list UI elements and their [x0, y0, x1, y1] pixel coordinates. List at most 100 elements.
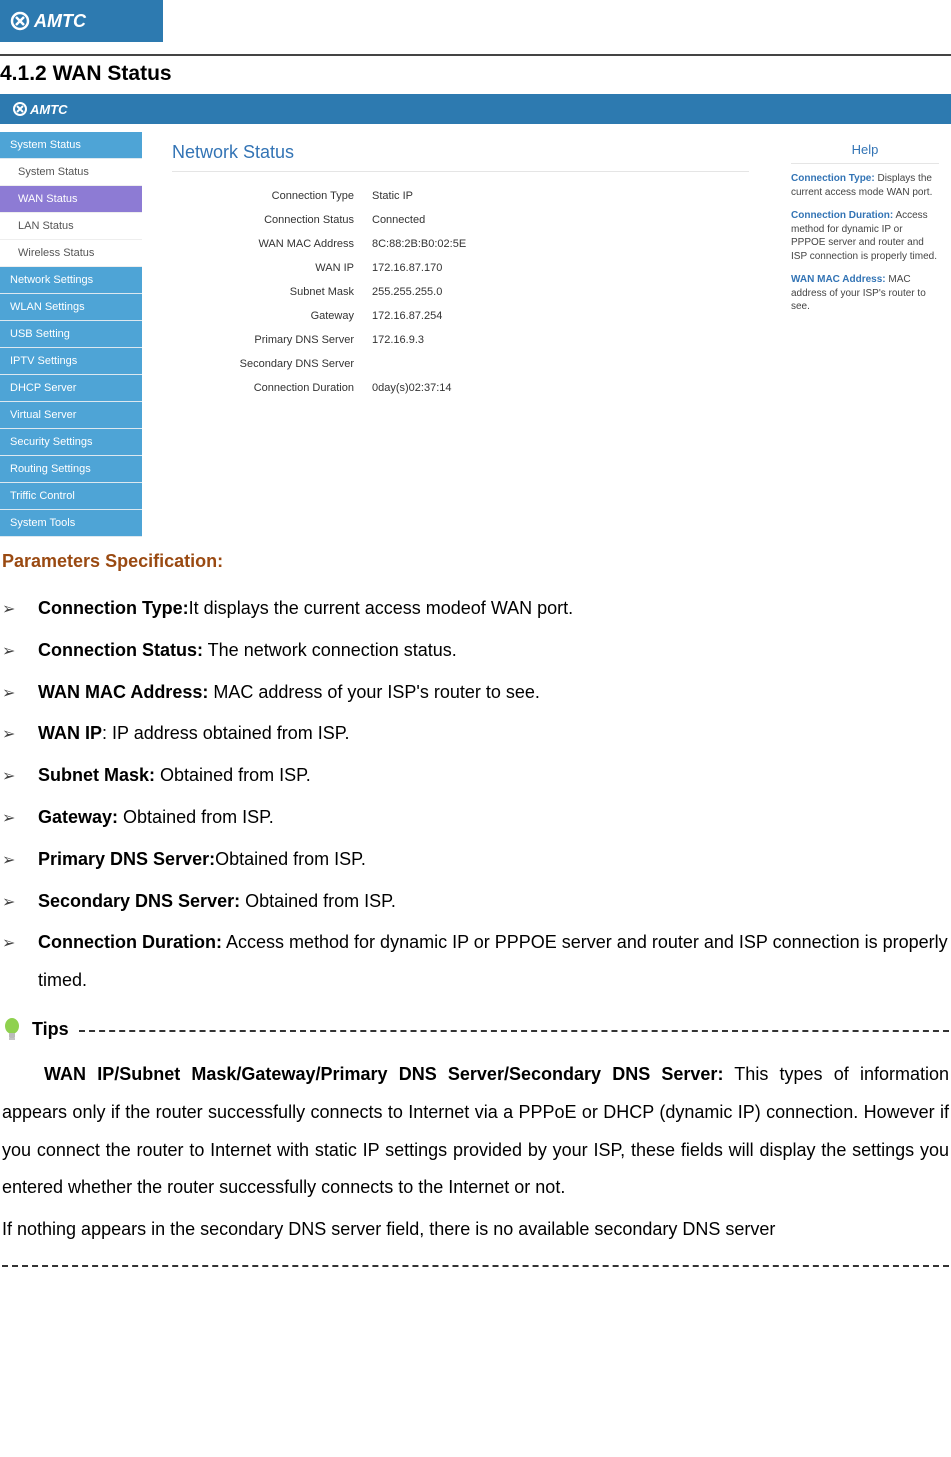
status-row: WAN MAC Address8C:88:2B:B0:02:5E	[172, 232, 749, 256]
status-key: Connection Status	[172, 214, 372, 226]
chevron-icon: ➢	[2, 757, 38, 795]
param-item: ➢Primary DNS Server:Obtained from ISP.	[2, 841, 949, 879]
status-row: Secondary DNS Server	[172, 352, 749, 376]
param-term: Connection Type:	[38, 598, 189, 618]
router-screenshot: AMTC System StatusSystem StatusWAN Statu…	[0, 94, 951, 537]
tips-paragraph-2: If nothing appears in the secondary DNS …	[2, 1211, 949, 1249]
sidebar-group[interactable]: Virtual Server	[0, 402, 142, 429]
tips-p1-bold: WAN IP/Subnet Mask/Gateway/Primary DNS S…	[44, 1064, 723, 1084]
param-term: Primary DNS Server:	[38, 849, 215, 869]
param-text: Subnet Mask: Obtained from ISP.	[38, 757, 949, 795]
help-term: WAN MAC Address:	[791, 274, 886, 285]
status-key: Connection Duration	[172, 382, 372, 394]
param-item: ➢Secondary DNS Server: Obtained from ISP…	[2, 883, 949, 921]
router-topbar: AMTC	[0, 94, 951, 124]
param-text: Connection Status: The network connectio…	[38, 632, 949, 670]
dashes-top	[79, 1030, 949, 1032]
sidebar-item[interactable]: System Status	[0, 159, 142, 186]
section-title: 4.1.2 WAN Status	[0, 58, 951, 94]
chevron-icon: ➢	[2, 799, 38, 837]
parameters-list: ➢Connection Type:It displays the current…	[2, 590, 949, 1000]
param-term: Secondary DNS Server:	[38, 891, 240, 911]
param-term: Connection Duration:	[38, 932, 222, 952]
sidebar-group[interactable]: System Status	[0, 132, 142, 159]
sidebar-group[interactable]: Triffic Control	[0, 483, 142, 510]
param-desc: MAC address of your ISP's router to see.	[208, 682, 540, 702]
sidebar-group[interactable]: Routing Settings	[0, 456, 142, 483]
status-value: 172.16.87.254	[372, 310, 442, 322]
status-key: WAN IP	[172, 262, 372, 274]
param-desc: : IP address obtained from ISP.	[102, 723, 349, 743]
status-value: 172.16.9.3	[372, 334, 424, 346]
status-key: Primary DNS Server	[172, 334, 372, 346]
sidebar-group[interactable]: DHCP Server	[0, 375, 142, 402]
sidebar-group[interactable]: Security Settings	[0, 429, 142, 456]
help-block: Connection Type: Displays the current ac…	[791, 172, 939, 199]
status-key: Connection Type	[172, 190, 372, 202]
param-desc: Obtained from ISP.	[118, 807, 274, 827]
param-item: ➢Gateway: Obtained from ISP.	[2, 799, 949, 837]
section-title-text: WAN Status	[53, 62, 172, 85]
param-term: Gateway:	[38, 807, 118, 827]
help-term: Connection Duration:	[791, 210, 893, 221]
sidebar-group[interactable]: Network Settings	[0, 267, 142, 294]
help-block: WAN MAC Address: MAC address of your ISP…	[791, 273, 939, 314]
status-value: 172.16.87.170	[372, 262, 442, 274]
amtc-logo-small-icon: AMTC	[12, 100, 102, 118]
status-value: 8C:88:2B:B0:02:5E	[372, 238, 466, 250]
help-block: Connection Duration: Access method for d…	[791, 209, 939, 263]
parameters-heading: Parameters Specification:	[2, 551, 949, 572]
status-value: 255.255.255.0	[372, 286, 442, 298]
router-help-panel: Help Connection Type: Displays the curre…	[779, 132, 951, 537]
param-desc: It displays the current access modeof WA…	[189, 598, 574, 618]
amtc-logo-icon: AMTC	[10, 9, 130, 33]
sidebar-group[interactable]: USB Setting	[0, 321, 142, 348]
status-key: Subnet Mask	[172, 286, 372, 298]
lightbulb-icon	[2, 1016, 22, 1044]
sidebar-item[interactable]: WAN Status	[0, 186, 142, 213]
param-text: Gateway: Obtained from ISP.	[38, 799, 949, 837]
status-row: WAN IP172.16.87.170	[172, 256, 749, 280]
param-text: WAN MAC Address: MAC address of your ISP…	[38, 674, 949, 712]
param-desc: The network connection status.	[203, 640, 457, 660]
status-row: Subnet Mask255.255.255.0	[172, 280, 749, 304]
param-desc: Obtained from ISP.	[215, 849, 366, 869]
sidebar-group[interactable]: WLAN Settings	[0, 294, 142, 321]
tips-label: Tips	[32, 1019, 69, 1040]
param-item: ➢WAN MAC Address: MAC address of your IS…	[2, 674, 949, 712]
param-term: Connection Status:	[38, 640, 203, 660]
status-row: Connection Duration0day(s)02:37:14	[172, 376, 749, 400]
param-term: WAN MAC Address:	[38, 682, 208, 702]
param-item: ➢Connection Type:It displays the current…	[2, 590, 949, 628]
status-value: 0day(s)02:37:14	[372, 382, 452, 394]
status-key: WAN MAC Address	[172, 238, 372, 250]
section-number: 4.1.2	[0, 62, 47, 85]
param-text: Secondary DNS Server: Obtained from ISP.	[38, 883, 949, 921]
section-rule	[0, 54, 951, 56]
sidebar-item[interactable]: LAN Status	[0, 213, 142, 240]
status-value: Static IP	[372, 190, 413, 202]
status-row: Connection TypeStatic IP	[172, 184, 749, 208]
sidebar-group[interactable]: IPTV Settings	[0, 348, 142, 375]
help-term: Connection Type:	[791, 173, 875, 184]
status-row: Connection StatusConnected	[172, 208, 749, 232]
chevron-icon: ➢	[2, 715, 38, 753]
param-item: ➢Connection Status: The network connecti…	[2, 632, 949, 670]
brand-logo: AMTC	[0, 0, 163, 42]
param-term: Subnet Mask:	[38, 765, 155, 785]
panel-title: Network Status	[172, 142, 749, 172]
sidebar-group[interactable]: System Tools	[0, 510, 142, 537]
chevron-icon: ➢	[2, 590, 38, 628]
param-text: WAN IP: IP address obtained from ISP.	[38, 715, 949, 753]
status-row: Gateway172.16.87.254	[172, 304, 749, 328]
chevron-icon: ➢	[2, 632, 38, 670]
status-row: Primary DNS Server172.16.9.3	[172, 328, 749, 352]
tips-body: WAN IP/Subnet Mask/Gateway/Primary DNS S…	[2, 1056, 949, 1249]
status-key: Gateway	[172, 310, 372, 322]
param-desc: Obtained from ISP.	[155, 765, 311, 785]
help-title: Help	[791, 142, 939, 164]
param-text: Connection Type:It displays the current …	[38, 590, 949, 628]
param-item: ➢Subnet Mask: Obtained from ISP.	[2, 757, 949, 795]
sidebar-item[interactable]: Wireless Status	[0, 240, 142, 267]
brand-text: AMTC	[33, 11, 87, 31]
